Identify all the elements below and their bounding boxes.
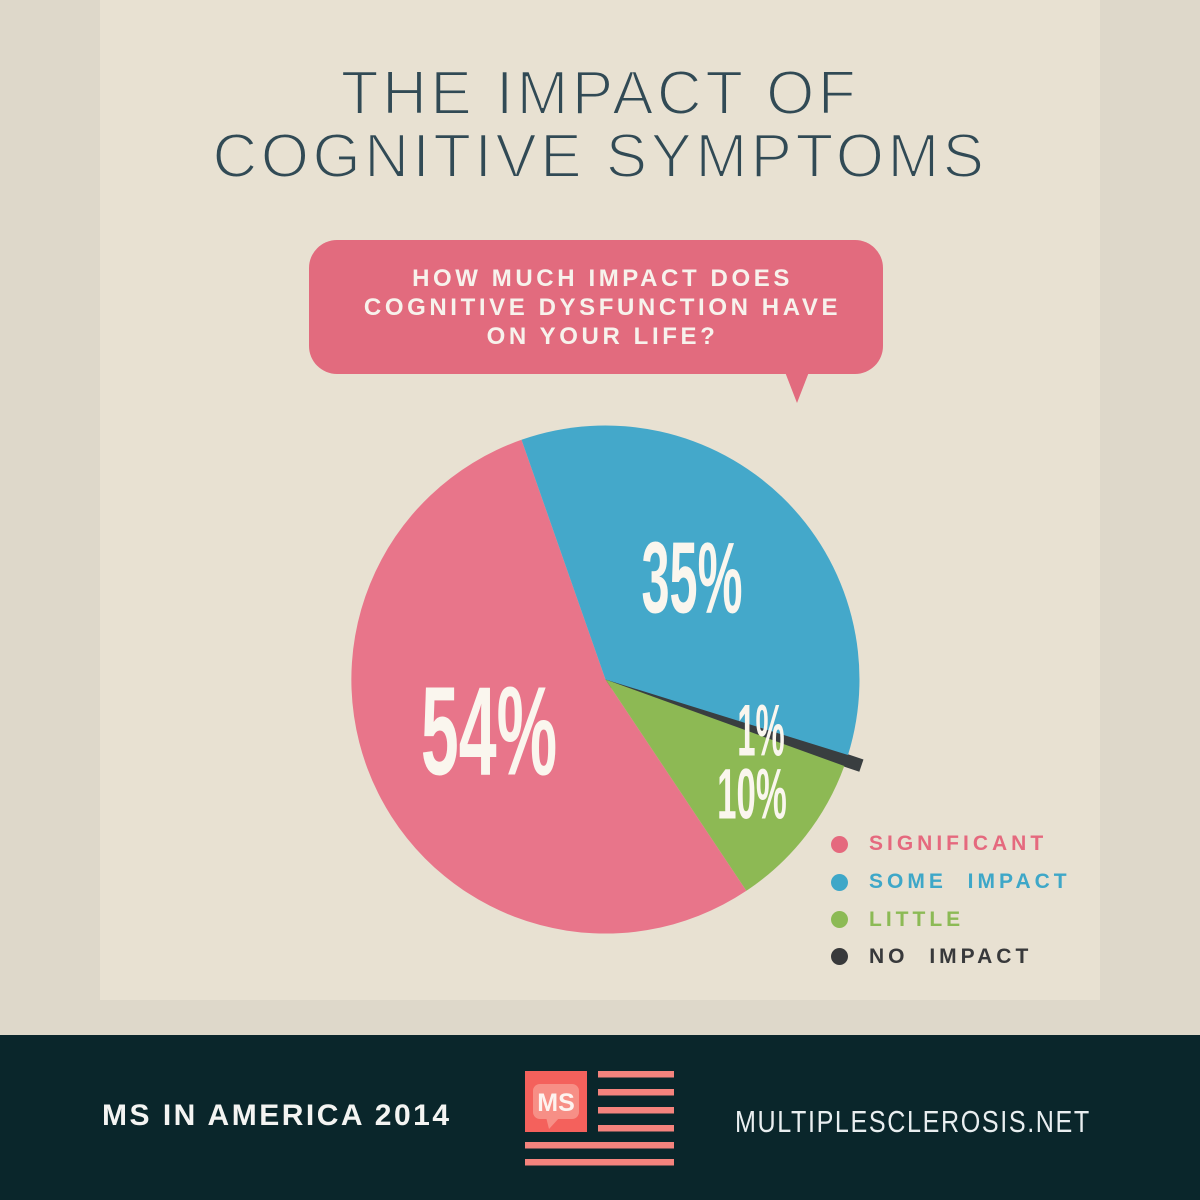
svg-text:MS: MS	[537, 1089, 575, 1117]
